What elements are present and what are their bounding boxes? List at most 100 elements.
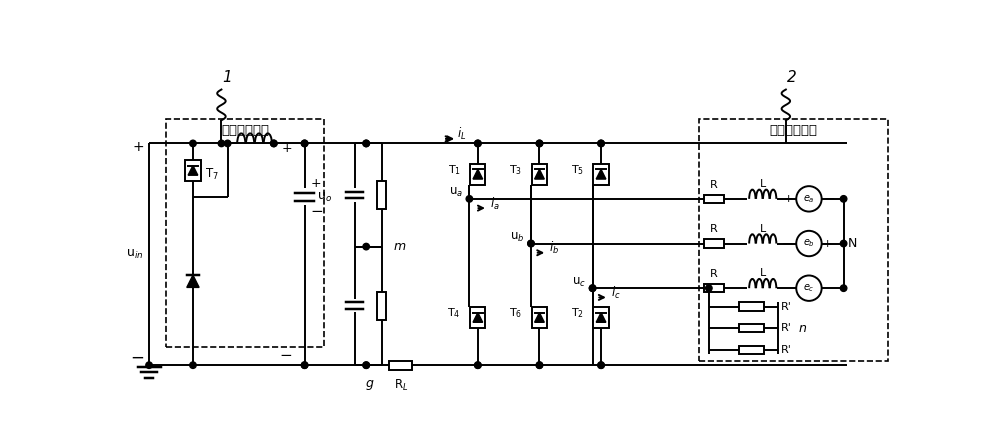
Text: g: g — [365, 378, 373, 391]
Text: u$_o$: u$_o$ — [317, 191, 332, 204]
Text: $i_L$: $i_L$ — [457, 126, 466, 142]
Circle shape — [146, 362, 152, 368]
Polygon shape — [473, 170, 483, 179]
Circle shape — [536, 140, 543, 147]
Circle shape — [840, 285, 847, 291]
Circle shape — [796, 276, 822, 301]
Circle shape — [190, 362, 196, 368]
Circle shape — [271, 140, 277, 147]
Circle shape — [363, 362, 369, 368]
Bar — [593, 307, 609, 328]
Text: L: L — [760, 223, 766, 233]
Text: $e_b$: $e_b$ — [803, 238, 815, 249]
Text: L: L — [760, 268, 766, 278]
Bar — [532, 164, 547, 184]
Text: R: R — [710, 269, 718, 279]
Text: R': R' — [780, 345, 791, 355]
Bar — [532, 307, 547, 328]
Text: L: L — [760, 179, 766, 189]
Circle shape — [301, 140, 308, 147]
Circle shape — [363, 140, 369, 147]
Bar — [739, 324, 764, 332]
Circle shape — [598, 362, 604, 368]
Polygon shape — [187, 275, 199, 287]
Polygon shape — [535, 170, 544, 179]
Circle shape — [598, 362, 604, 368]
Text: +: + — [282, 141, 292, 155]
Text: −: − — [131, 349, 144, 367]
Bar — [185, 160, 201, 181]
Polygon shape — [188, 166, 198, 175]
Bar — [470, 164, 485, 184]
Circle shape — [363, 140, 369, 147]
Text: −: − — [782, 237, 793, 251]
Bar — [704, 194, 724, 203]
Text: $i_c$: $i_c$ — [611, 285, 621, 301]
Text: $e_c$: $e_c$ — [803, 282, 815, 294]
Text: +: + — [784, 194, 793, 204]
Bar — [377, 181, 386, 209]
Polygon shape — [535, 313, 544, 322]
Text: +: + — [133, 140, 144, 154]
Bar — [704, 284, 724, 293]
Text: 1: 1 — [223, 71, 232, 85]
Circle shape — [475, 140, 481, 147]
Text: n: n — [799, 322, 807, 335]
Bar — [704, 239, 724, 248]
Text: 无刷直流电机: 无刷直流电机 — [770, 124, 818, 137]
Circle shape — [536, 362, 543, 368]
Bar — [739, 302, 764, 311]
Bar — [470, 307, 485, 328]
Circle shape — [218, 140, 225, 147]
Text: 2: 2 — [787, 71, 797, 85]
Text: −: − — [311, 204, 324, 219]
Text: u$_{in}$: u$_{in}$ — [126, 248, 144, 261]
Circle shape — [301, 362, 308, 368]
Polygon shape — [596, 170, 606, 179]
Text: R': R' — [780, 302, 791, 312]
Circle shape — [589, 285, 596, 291]
Circle shape — [475, 140, 481, 147]
Circle shape — [301, 140, 308, 147]
Text: T$_4$: T$_4$ — [447, 307, 461, 321]
Bar — [377, 292, 386, 320]
Circle shape — [363, 362, 369, 368]
Text: 降压式变换器: 降压式变换器 — [221, 124, 269, 137]
Text: T$_5$: T$_5$ — [571, 163, 584, 177]
Text: R: R — [710, 224, 718, 234]
Circle shape — [796, 186, 822, 212]
Circle shape — [528, 240, 534, 247]
Text: R$_L$: R$_L$ — [394, 378, 408, 393]
Text: −: − — [280, 349, 292, 364]
Text: u$_b$: u$_b$ — [510, 231, 525, 244]
Text: R: R — [710, 180, 718, 190]
Text: T$_6$: T$_6$ — [509, 307, 523, 321]
Bar — [739, 346, 764, 354]
Circle shape — [536, 140, 543, 147]
Circle shape — [363, 244, 369, 250]
Circle shape — [598, 140, 604, 147]
Circle shape — [536, 362, 543, 368]
Text: $i_a$: $i_a$ — [490, 195, 500, 212]
Circle shape — [301, 362, 308, 368]
Text: $e_a$: $e_a$ — [803, 193, 815, 205]
Text: m: m — [394, 240, 406, 253]
Circle shape — [271, 140, 277, 147]
Text: +: + — [823, 239, 833, 248]
Circle shape — [796, 231, 822, 256]
Text: T$_7$: T$_7$ — [205, 167, 219, 182]
Text: T$_1$: T$_1$ — [448, 163, 461, 177]
Text: R': R' — [780, 323, 791, 333]
Bar — [389, 360, 412, 370]
Circle shape — [528, 240, 534, 247]
Circle shape — [224, 140, 231, 147]
Circle shape — [466, 196, 473, 202]
Text: −: − — [823, 192, 835, 206]
Circle shape — [475, 362, 481, 368]
Circle shape — [598, 140, 604, 147]
Text: T$_3$: T$_3$ — [509, 163, 523, 177]
Polygon shape — [596, 313, 606, 322]
Text: T$_2$: T$_2$ — [571, 307, 584, 321]
Circle shape — [589, 285, 596, 291]
Text: +: + — [311, 177, 321, 190]
